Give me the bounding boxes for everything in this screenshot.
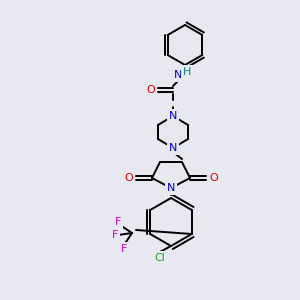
Text: O: O [209,173,218,183]
Text: O: O [146,85,155,95]
Text: F: F [121,244,127,254]
Text: N: N [167,183,175,193]
Text: F: F [115,217,121,227]
Text: N: N [174,70,182,80]
Text: N: N [169,143,177,153]
Text: N: N [169,111,177,121]
Text: H: H [183,67,191,77]
Text: Cl: Cl [154,253,165,263]
Text: F: F [112,230,118,240]
Text: O: O [124,173,133,183]
